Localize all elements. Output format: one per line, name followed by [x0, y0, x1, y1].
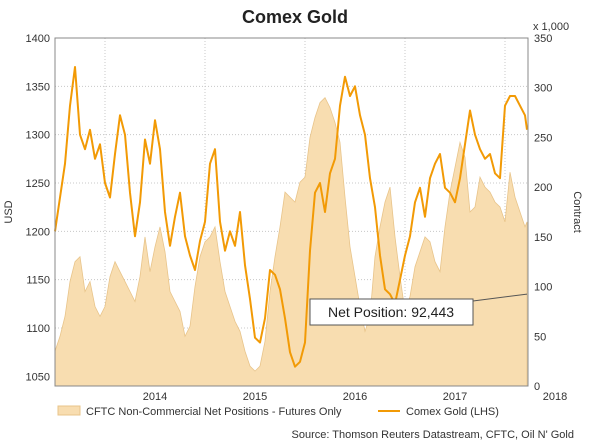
net-position-annotation: Net Position: 92,443	[309, 293, 528, 326]
y2-tick-0: 0	[534, 381, 540, 393]
annotation-text: Net Position: 92,443	[328, 304, 454, 320]
x-tick-2016: 2016	[343, 391, 367, 403]
y-tick-1400: 1400	[26, 33, 50, 45]
legend: CFTC Non-Commercial Net Positions - Futu…	[57, 405, 499, 418]
legend-swatch-net-positions	[57, 405, 81, 416]
y-tick-1050: 1050	[26, 371, 50, 383]
left-axis-ticks: 1050 1100 1150 1200 1250 1300 1350 1400	[26, 33, 50, 383]
x-tick-2018: 2018	[543, 391, 567, 403]
legend-label-net-positions: CFTC Non-Commercial Net Positions - Futu…	[86, 406, 342, 418]
chart-title: Comex Gold	[242, 7, 348, 27]
x-tick-2017: 2017	[443, 391, 467, 403]
y-axis-label: USD	[3, 200, 15, 223]
y-tick-1250: 1250	[26, 178, 50, 190]
x-axis-ticks: 2014 2015 2016 2017 2018	[143, 391, 567, 403]
y2-tick-350: 350	[534, 33, 552, 45]
y2-axis-label: Contract	[571, 191, 583, 233]
x-tick-2015: 2015	[243, 391, 267, 403]
y2-tick-150: 150	[534, 232, 552, 244]
y-tick-1350: 1350	[26, 81, 50, 93]
legend-label-gold: Comex Gold (LHS)	[406, 406, 499, 418]
plot-frame	[54, 37, 529, 387]
right-axis-ticks: 0 50 100 150 200 250 300 350	[534, 33, 552, 393]
gold-price-line-layer	[54, 66, 528, 368]
x-tick-2014: 2014	[143, 391, 167, 403]
y-tick-1200: 1200	[26, 226, 50, 238]
y2-tick-50: 50	[534, 331, 546, 343]
y-tick-1300: 1300	[26, 130, 50, 142]
annotation-leader-line	[472, 293, 528, 302]
y2-tick-200: 200	[534, 182, 552, 194]
source-note: Source: Thomson Reuters Datastream, CFTC…	[292, 429, 575, 441]
y-tick-1100: 1100	[26, 323, 50, 335]
annotation-box	[309, 298, 474, 326]
y2-tick-250: 250	[534, 132, 552, 144]
gold-price-line	[54, 66, 528, 368]
y-tick-1150: 1150	[26, 275, 50, 287]
y2-tick-100: 100	[534, 282, 552, 294]
y2-tick-300: 300	[534, 83, 552, 95]
y2-unit-note: x 1,000	[533, 21, 569, 33]
